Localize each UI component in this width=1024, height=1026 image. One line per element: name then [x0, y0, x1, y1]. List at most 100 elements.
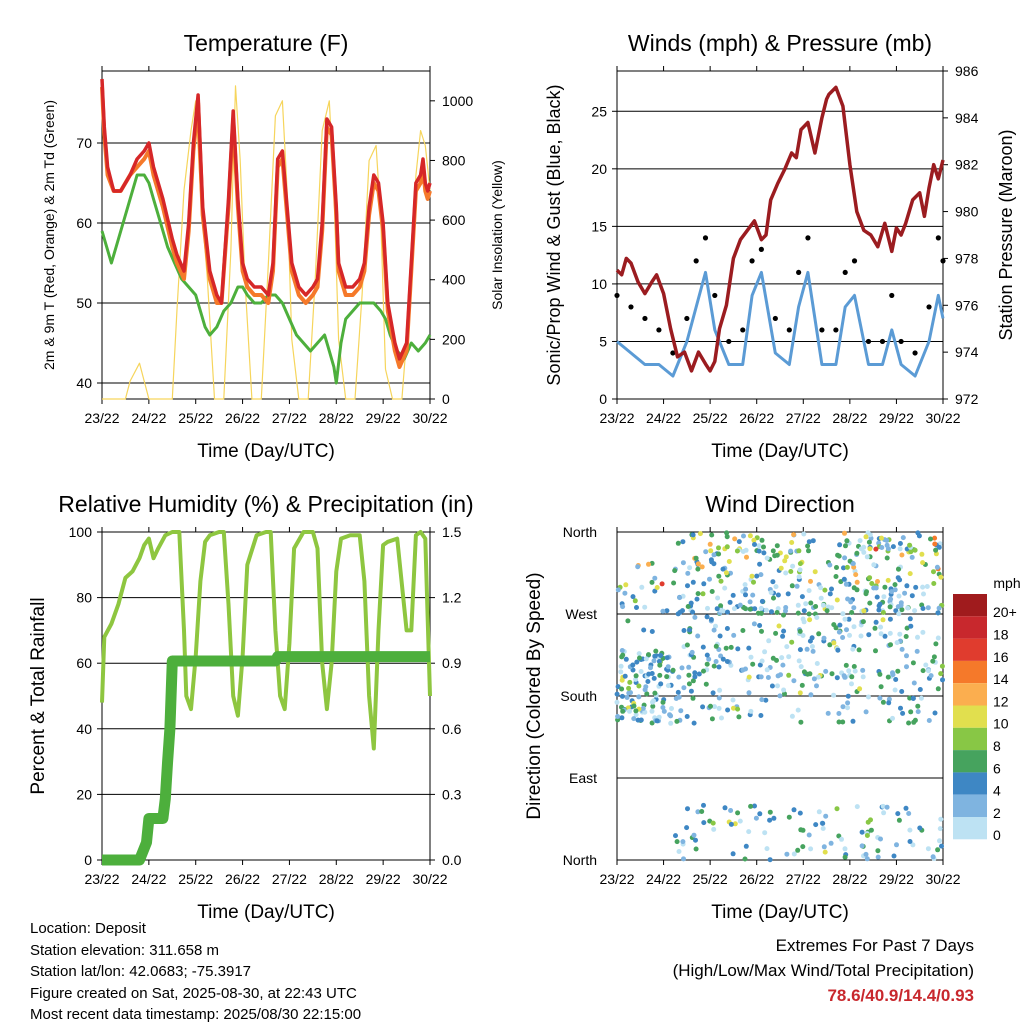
wind-direction-point: [805, 543, 811, 549]
wind-gust-point: [898, 338, 904, 345]
wind-direction-point: [720, 656, 726, 662]
wind-direction-point: [674, 839, 680, 845]
wind-gust-point: [614, 292, 620, 299]
wind-direction-point: [651, 698, 656, 704]
wind-direction-point: [834, 565, 839, 570]
wind-direction-point: [719, 715, 724, 721]
wind-direction-point: [890, 544, 896, 550]
wind-direction-point: [825, 710, 831, 716]
wind-gust-point: [749, 258, 755, 264]
wind-direction-point: [695, 809, 701, 815]
wind-direction-point: [887, 604, 893, 610]
wind-direction-point: [823, 668, 829, 674]
wind-direction-point: [896, 593, 902, 599]
wind-direction-point: [646, 671, 652, 677]
wind-direction-point: [827, 591, 833, 597]
wind-direction-point: [796, 658, 802, 664]
x-tick-label: 27/22: [272, 871, 307, 887]
wind-direction-point: [849, 674, 855, 680]
wind-direction-point: [767, 817, 773, 823]
wind-direction-point: [814, 661, 820, 666]
wind-direction-point: [763, 607, 769, 613]
wind-direction-point: [716, 551, 722, 557]
wind-direction-point: [669, 706, 674, 711]
wind-direction-point: [837, 622, 843, 628]
wind-direction-point: [664, 655, 670, 661]
wind-direction-point: [759, 697, 765, 703]
wind-direction-point: [654, 585, 660, 590]
wind-direction-point: [784, 851, 790, 857]
wind-direction-point: [643, 656, 649, 662]
wind-direction-point: [673, 833, 678, 839]
wind-direction-point: [768, 590, 774, 596]
wind-direction-point: [716, 573, 722, 579]
wind-direction-point: [658, 681, 664, 687]
wind-direction-point: [699, 809, 705, 814]
wind-direction-point: [727, 599, 733, 605]
wind-direction-point: [865, 819, 871, 825]
wind-direction-point: [646, 652, 651, 658]
wind-direction-point: [711, 627, 717, 633]
wind-direction-point: [891, 853, 897, 859]
y2-tick-label: 1.5: [442, 524, 462, 540]
wind-direction-point: [849, 681, 854, 687]
direction-label: West: [565, 606, 597, 622]
wind-gust-point: [912, 350, 918, 356]
wind-direction-point: [854, 804, 860, 810]
colorbar-swatch: [953, 772, 987, 795]
y2-tick-label: 974: [955, 344, 979, 360]
wind-direction-point: [740, 628, 746, 633]
wind-direction-point: [767, 857, 773, 863]
wind-direction-point: [701, 668, 706, 674]
y2-tick-label: 0: [442, 391, 450, 407]
x-tick-label: 28/22: [319, 871, 354, 887]
wind-direction-point: [833, 625, 839, 631]
precipitation-line: [102, 651, 430, 866]
wind-direction-point: [814, 683, 819, 689]
wind-direction-point: [649, 708, 655, 714]
y2-tick-label: 1000: [442, 93, 473, 109]
wind-direction-point: [780, 633, 786, 639]
wind-direction-point: [762, 649, 768, 655]
wind-direction-point: [686, 664, 692, 670]
wind-direction-point: [775, 683, 780, 689]
wind-direction-point: [636, 694, 642, 700]
y-tick-label: 5: [599, 333, 607, 349]
wind-direction-point: [877, 671, 883, 677]
wind-direction-point: [854, 587, 860, 593]
wind-direction-point: [884, 804, 890, 810]
y2-axis-label: Solar Insolation (Yellow): [489, 160, 505, 310]
wind-direction-point: [709, 589, 715, 594]
wind-direction-point: [713, 643, 719, 649]
wind-direction-point: [751, 621, 757, 627]
wind-direction-point: [935, 610, 941, 616]
wind-direction-point: [909, 593, 915, 599]
wind-direction-point: [932, 710, 938, 716]
station-elevation: Station elevation: 311.658 m: [30, 941, 220, 959]
wind-direction-point: [841, 576, 847, 582]
y2-tick-label: 400: [442, 272, 466, 288]
wind-direction-point: [794, 583, 800, 589]
wind-gust-point: [656, 327, 662, 333]
wind-direction-point: [834, 597, 840, 603]
y-tick-label: 0: [84, 852, 92, 868]
wind-direction-point: [618, 663, 624, 669]
wind-direction-point: [783, 570, 789, 576]
wind-direction-point: [679, 665, 685, 671]
wind-direction-point: [911, 719, 917, 725]
wind-direction-point: [834, 806, 840, 812]
wind-direction-point: [815, 674, 821, 680]
wind-direction-point: [660, 699, 666, 705]
wind-direction-point: [851, 624, 857, 630]
wind-direction-point: [818, 585, 824, 591]
wind-direction-point: [888, 596, 894, 602]
wind-direction-point: [801, 531, 807, 537]
wind-direction-point: [668, 720, 674, 726]
wind-direction-point: [743, 843, 749, 849]
wind-direction-point: [754, 573, 760, 579]
wind-direction-point: [618, 669, 624, 675]
wind-direction-point: [867, 600, 873, 606]
wind-direction-point: [928, 536, 933, 542]
wind-direction-point: [711, 826, 717, 832]
wind-direction-point: [936, 544, 942, 550]
